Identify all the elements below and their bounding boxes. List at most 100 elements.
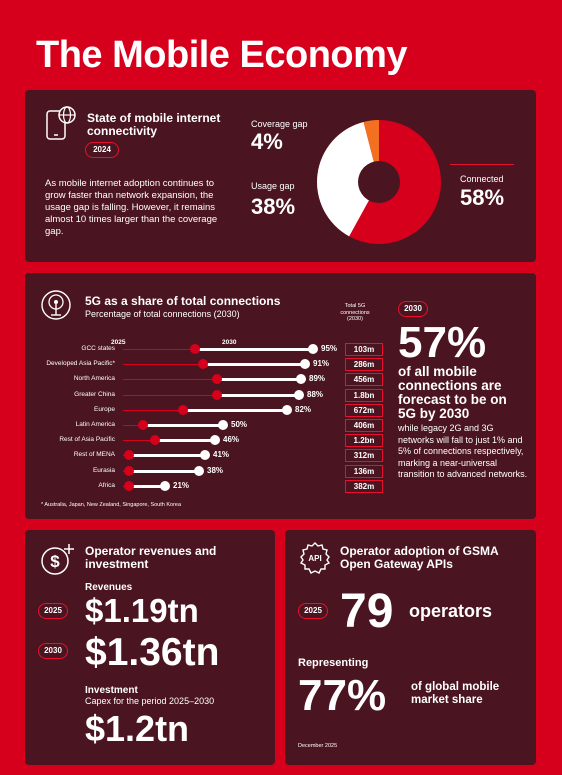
row-pct-label: 46% — [223, 435, 240, 445]
year-2030-label: 2030 — [222, 339, 237, 346]
row-region-label: Latin America — [75, 421, 115, 428]
row-pct-label: 41% — [213, 450, 230, 460]
coverage-gap-label: Coverage gap — [251, 119, 308, 129]
row-dot-2030 — [210, 435, 220, 446]
row-dot-2025 — [212, 389, 222, 400]
row-bar — [195, 348, 313, 351]
fiveg-year-badge: 2030 — [398, 301, 428, 317]
chart-row: Europe 82% 672m — [25, 403, 395, 418]
row-region-label: Greater China — [74, 390, 115, 398]
row-bar — [203, 363, 305, 367]
row-connections: 406m — [345, 419, 383, 432]
row-connections: 1.8bn — [345, 388, 383, 402]
chart-row: Africa 21% 382m — [25, 479, 395, 494]
revenue-2030-value: $1.36tn — [85, 631, 220, 674]
row-pct-label: 21% — [173, 480, 190, 490]
page-title: The Mobile Economy — [36, 34, 408, 76]
row-connections: 1.2bn — [345, 434, 383, 448]
fiveg-detail: while legacy 2G and 3G networks will fal… — [398, 423, 528, 479]
row-pct-label: 95% — [321, 344, 338, 353]
connectivity-panel: State of mobile internet connectivity 20… — [25, 90, 536, 262]
row-connections: 103m — [345, 343, 383, 356]
row-region-label: Eurasia — [92, 466, 115, 474]
row-dot-2025 — [124, 480, 134, 491]
row-dot-2025 — [124, 450, 134, 461]
row-region-label: Rest of MENA — [73, 451, 115, 459]
row-track — [123, 440, 155, 442]
row-bar — [129, 454, 205, 458]
connected-label: Connected — [460, 174, 504, 184]
investment-value: $1.2tn — [85, 708, 190, 749]
row-dot-2030 — [160, 480, 170, 491]
row-track — [123, 394, 217, 396]
chart-row: Rest of MENA 41% 312m — [25, 449, 395, 463]
revenues-panel: $ Operator revenues and investment Reven… — [25, 530, 275, 765]
share-label: of global mobile market share — [411, 681, 500, 706]
representing-label: Representing — [298, 657, 369, 669]
connectivity-description: As mobile internet adoption continues to… — [45, 178, 218, 237]
phone-globe-icon — [46, 106, 76, 140]
connected-divider — [450, 164, 514, 165]
row-connections: 136m — [345, 464, 383, 478]
row-dot-2030 — [294, 389, 304, 400]
badge-2025: 2025 — [38, 603, 68, 619]
row-track — [123, 379, 217, 381]
api-icon-text: API — [308, 554, 321, 563]
revenues-label: Revenues — [85, 582, 133, 593]
row-dot-2025 — [190, 344, 200, 354]
usage-gap-label: Usage gap — [251, 181, 295, 191]
row-dot-2030 — [218, 420, 228, 430]
investment-label: Investment — [85, 685, 138, 696]
apis-panel: API Operator adoption of GSMA Open Gatew… — [285, 530, 536, 765]
row-region-label: Rest of Asia Pacific — [59, 436, 115, 444]
apis-badge: 2025 — [298, 603, 328, 619]
row-dot-2030 — [194, 465, 204, 476]
row-dot-2030 — [308, 344, 318, 354]
row-bar — [129, 469, 199, 473]
year-2025-label: 2025 — [111, 339, 126, 346]
revenue-2025-value: $1.19tn — [85, 592, 199, 629]
row-track — [123, 409, 183, 411]
connectivity-donut — [317, 120, 441, 244]
apis-heading: Operator adoption of GSMA Open Gateway A… — [340, 544, 499, 571]
row-bar — [155, 439, 215, 443]
operators-value: 79 — [340, 585, 394, 638]
chart-row: North America 89% 456m — [25, 373, 395, 387]
row-bar — [217, 378, 301, 382]
connectivity-heading: State of mobile internet connectivity — [87, 111, 221, 138]
row-dot-2030 — [300, 359, 310, 370]
row-dot-2025 — [178, 404, 188, 415]
row-pct-label: 82% — [295, 404, 312, 414]
svg-text:$: $ — [50, 552, 60, 571]
row-dot-2030 — [282, 404, 292, 415]
chart-row: Latin America 50% 406m — [25, 419, 395, 433]
chart-row: Developed Asia Pacific* 91% 286m — [25, 358, 395, 372]
footer-date: December 2025 — [298, 743, 338, 749]
fiveg-dumbbell-chart: GCC states 95% 103m Developed Asia Pacific*… — [25, 343, 395, 493]
share-value: 77% — [298, 671, 387, 720]
row-pct-label: 89% — [309, 374, 326, 384]
row-track — [123, 349, 195, 350]
coverage-gap-value: 4% — [251, 129, 283, 154]
row-bar — [129, 484, 165, 488]
donut-hole — [358, 161, 400, 203]
row-bar — [143, 424, 223, 427]
chart-row: Eurasia 38% 136m — [25, 464, 395, 479]
investment-sub: Capex for the period 2025–2030 — [85, 696, 215, 706]
api-icon: API — [299, 542, 331, 574]
fiveg-subheading: Percentage of total connections (2030) — [85, 309, 240, 319]
row-region-label: Africa — [98, 481, 115, 489]
chart-row: GCC states 95% 103m — [25, 343, 395, 357]
row-dot-2025 — [124, 465, 134, 476]
row-pct-label: 50% — [231, 420, 248, 429]
row-dot-2025 — [150, 435, 160, 446]
row-dot-2025 — [198, 359, 208, 370]
chart-row: Rest of Asia Pacific 46% 1.2bn — [25, 434, 395, 448]
row-bar — [183, 408, 287, 412]
usage-gap-value: 38% — [251, 194, 296, 219]
row-region-label: GCC states — [81, 345, 115, 352]
row-track — [123, 364, 203, 366]
chart-row: Greater China 88% 1.8bn — [25, 388, 395, 403]
row-pct-label: 88% — [307, 389, 324, 399]
connected-value: 58% — [460, 185, 505, 210]
